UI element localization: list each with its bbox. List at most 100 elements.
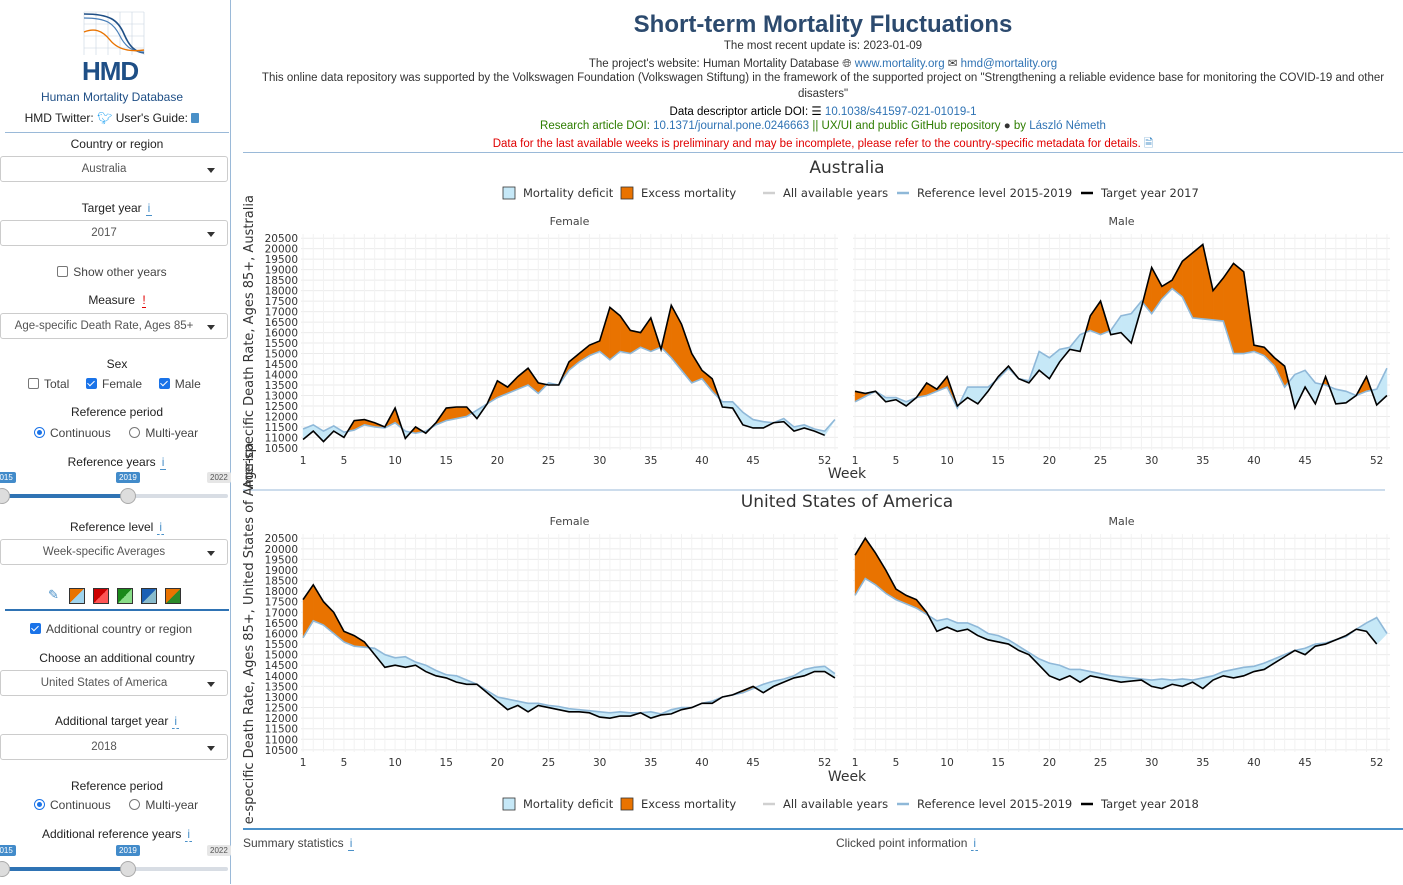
file-icon[interactable]: 🗎 [1144,138,1153,150]
sex-female-checkbox[interactable] [86,378,97,389]
target-year-select[interactable]: 2017 [0,220,228,246]
legend-deficit-swatch [503,187,515,199]
research-mid: || UX/UI and public GitHub repository [812,120,1000,132]
sex-total-checkbox[interactable] [28,378,39,389]
x-tick-label: 40 [1247,757,1260,769]
guide-label: User's Guide: [116,111,188,125]
color-scheme-4[interactable] [141,588,157,604]
guide-book-icon[interactable] [191,113,199,123]
x-tick-label: 52 [818,757,831,769]
country-label: Country or region [5,137,229,151]
info-icon[interactable]: i [160,455,167,470]
country-select[interactable]: Australia [0,156,228,182]
mortality-chart[interactable]: 1050011000115001200012500130001350014000… [237,154,1403,824]
y-tick-label: 11000 [265,432,298,444]
y-tick-label: 10500 [265,745,298,757]
website-link[interactable]: www.mortality.org [855,58,945,70]
additional-target-select[interactable]: 2018 [0,734,228,760]
ref-period-label: Reference period [5,405,229,419]
y-tick-label: 17000 [265,307,298,319]
funding-line-2: disasters" [243,88,1403,100]
slider-handle-start[interactable] [0,861,10,877]
color-scheme-2[interactable] [93,588,109,604]
color-scheme-5[interactable] [165,588,181,604]
author-link[interactable]: László Németh [1029,120,1106,132]
continuous2-radio[interactable] [34,799,45,810]
sex-male-checkbox[interactable] [159,378,170,389]
show-other-years-row[interactable]: Show other years [0,265,224,279]
ref-level-text: Reference level [70,520,153,534]
paintbrush-icon[interactable]: ✎ [48,587,59,603]
doi-link[interactable]: 10.1038/s41597-021-01019-1 [825,106,977,118]
additional-country-value: United States of America [1,677,207,689]
ref-years-slider[interactable]: 2015 2019 2022 [0,472,230,512]
x-tick-label: 30 [1145,455,1158,467]
info-icon[interactable]: i [172,714,179,729]
x-tick-label: 52 [1370,455,1383,467]
x-tick-label: 35 [644,455,657,467]
logo-text: HMD [82,56,138,87]
info-icon[interactable]: i [157,520,164,535]
x-tick-label: 40 [695,757,708,769]
x-tick-label: 20 [491,757,504,769]
multi-year-radio[interactable] [129,427,140,438]
slider-handle-end[interactable] [120,488,136,504]
legend-label: Reference level 2015-2019 [917,797,1072,811]
y-tick-label: 18500 [265,275,298,287]
y-tick-label: 20500 [265,533,298,545]
research-prefix: Research article DOI: [540,120,650,132]
divider [5,609,229,611]
github-icon[interactable]: ● [1004,120,1011,132]
additional-country-select[interactable]: United States of America [0,670,228,696]
info-icon[interactable]: i [971,836,978,851]
ref-level-value: Week-specific Averages [1,546,207,558]
research-link[interactable]: 10.1371/journal.pone.0246663 [653,120,809,132]
additional-country-row[interactable]: Additional country or region [30,622,230,636]
color-scheme-3[interactable] [117,588,133,604]
x-tick-label: 5 [893,455,900,467]
slider-min-label: 2015 [0,472,16,483]
facet-label: Male [1108,215,1134,228]
measure-warning-icon[interactable]: ! [142,293,145,308]
chevron-down-icon [207,232,215,237]
multi-year2-radio[interactable] [129,799,140,810]
ref-level-select[interactable]: Week-specific Averages [0,539,228,565]
y-tick-label: 18000 [265,286,298,298]
y-tick-label: 20000 [265,244,298,256]
info-icon[interactable]: i [348,836,355,851]
twitter-icon[interactable]: 🐦︎ [97,111,112,125]
info-icon[interactable]: i [146,201,153,216]
x-tick-label: 15 [992,757,1005,769]
y-tick-label: 15000 [265,349,298,361]
y-tick-label: 14000 [265,370,298,382]
email-link[interactable]: hmd@mortality.org [961,58,1057,70]
slider-handle-start[interactable] [0,488,10,504]
x-tick-label: 15 [992,455,1005,467]
measure-select[interactable]: Age-specific Death Rate, Ages 85+ [0,313,228,339]
deficit-area [1070,669,1080,682]
choose-additional-label: Choose an additional country [5,651,229,665]
additional-country-checkbox[interactable] [30,623,41,634]
bottom-divider [243,828,1403,830]
y-tick-label: 16500 [265,317,298,329]
x-tick-label: 35 [1196,757,1209,769]
y-tick-label: 11500 [265,422,298,434]
x-tick-label: 25 [1094,455,1107,467]
show-other-years-checkbox[interactable] [57,266,68,277]
slider-handle-end[interactable] [120,861,136,877]
info-icon[interactable]: i [185,827,192,842]
ref-level-label: Reference level i [5,520,229,534]
continuous-radio[interactable] [34,427,45,438]
slider-max-label: 2022 [207,845,231,856]
x-tick-label: 45 [1298,757,1311,769]
doi-prefix: Data descriptor article DOI: [670,106,809,118]
additional-ref-years-slider[interactable]: 2015 2019 2022 [0,845,230,885]
excess-area [1172,261,1182,297]
x-tick-label: 20 [1043,455,1056,467]
color-scheme-1[interactable] [69,588,85,604]
y-tick-label: 13500 [265,681,298,693]
x-tick-label: 35 [1196,455,1209,467]
measure-value: Age-specific Death Rate, Ages 85+ [1,320,207,332]
